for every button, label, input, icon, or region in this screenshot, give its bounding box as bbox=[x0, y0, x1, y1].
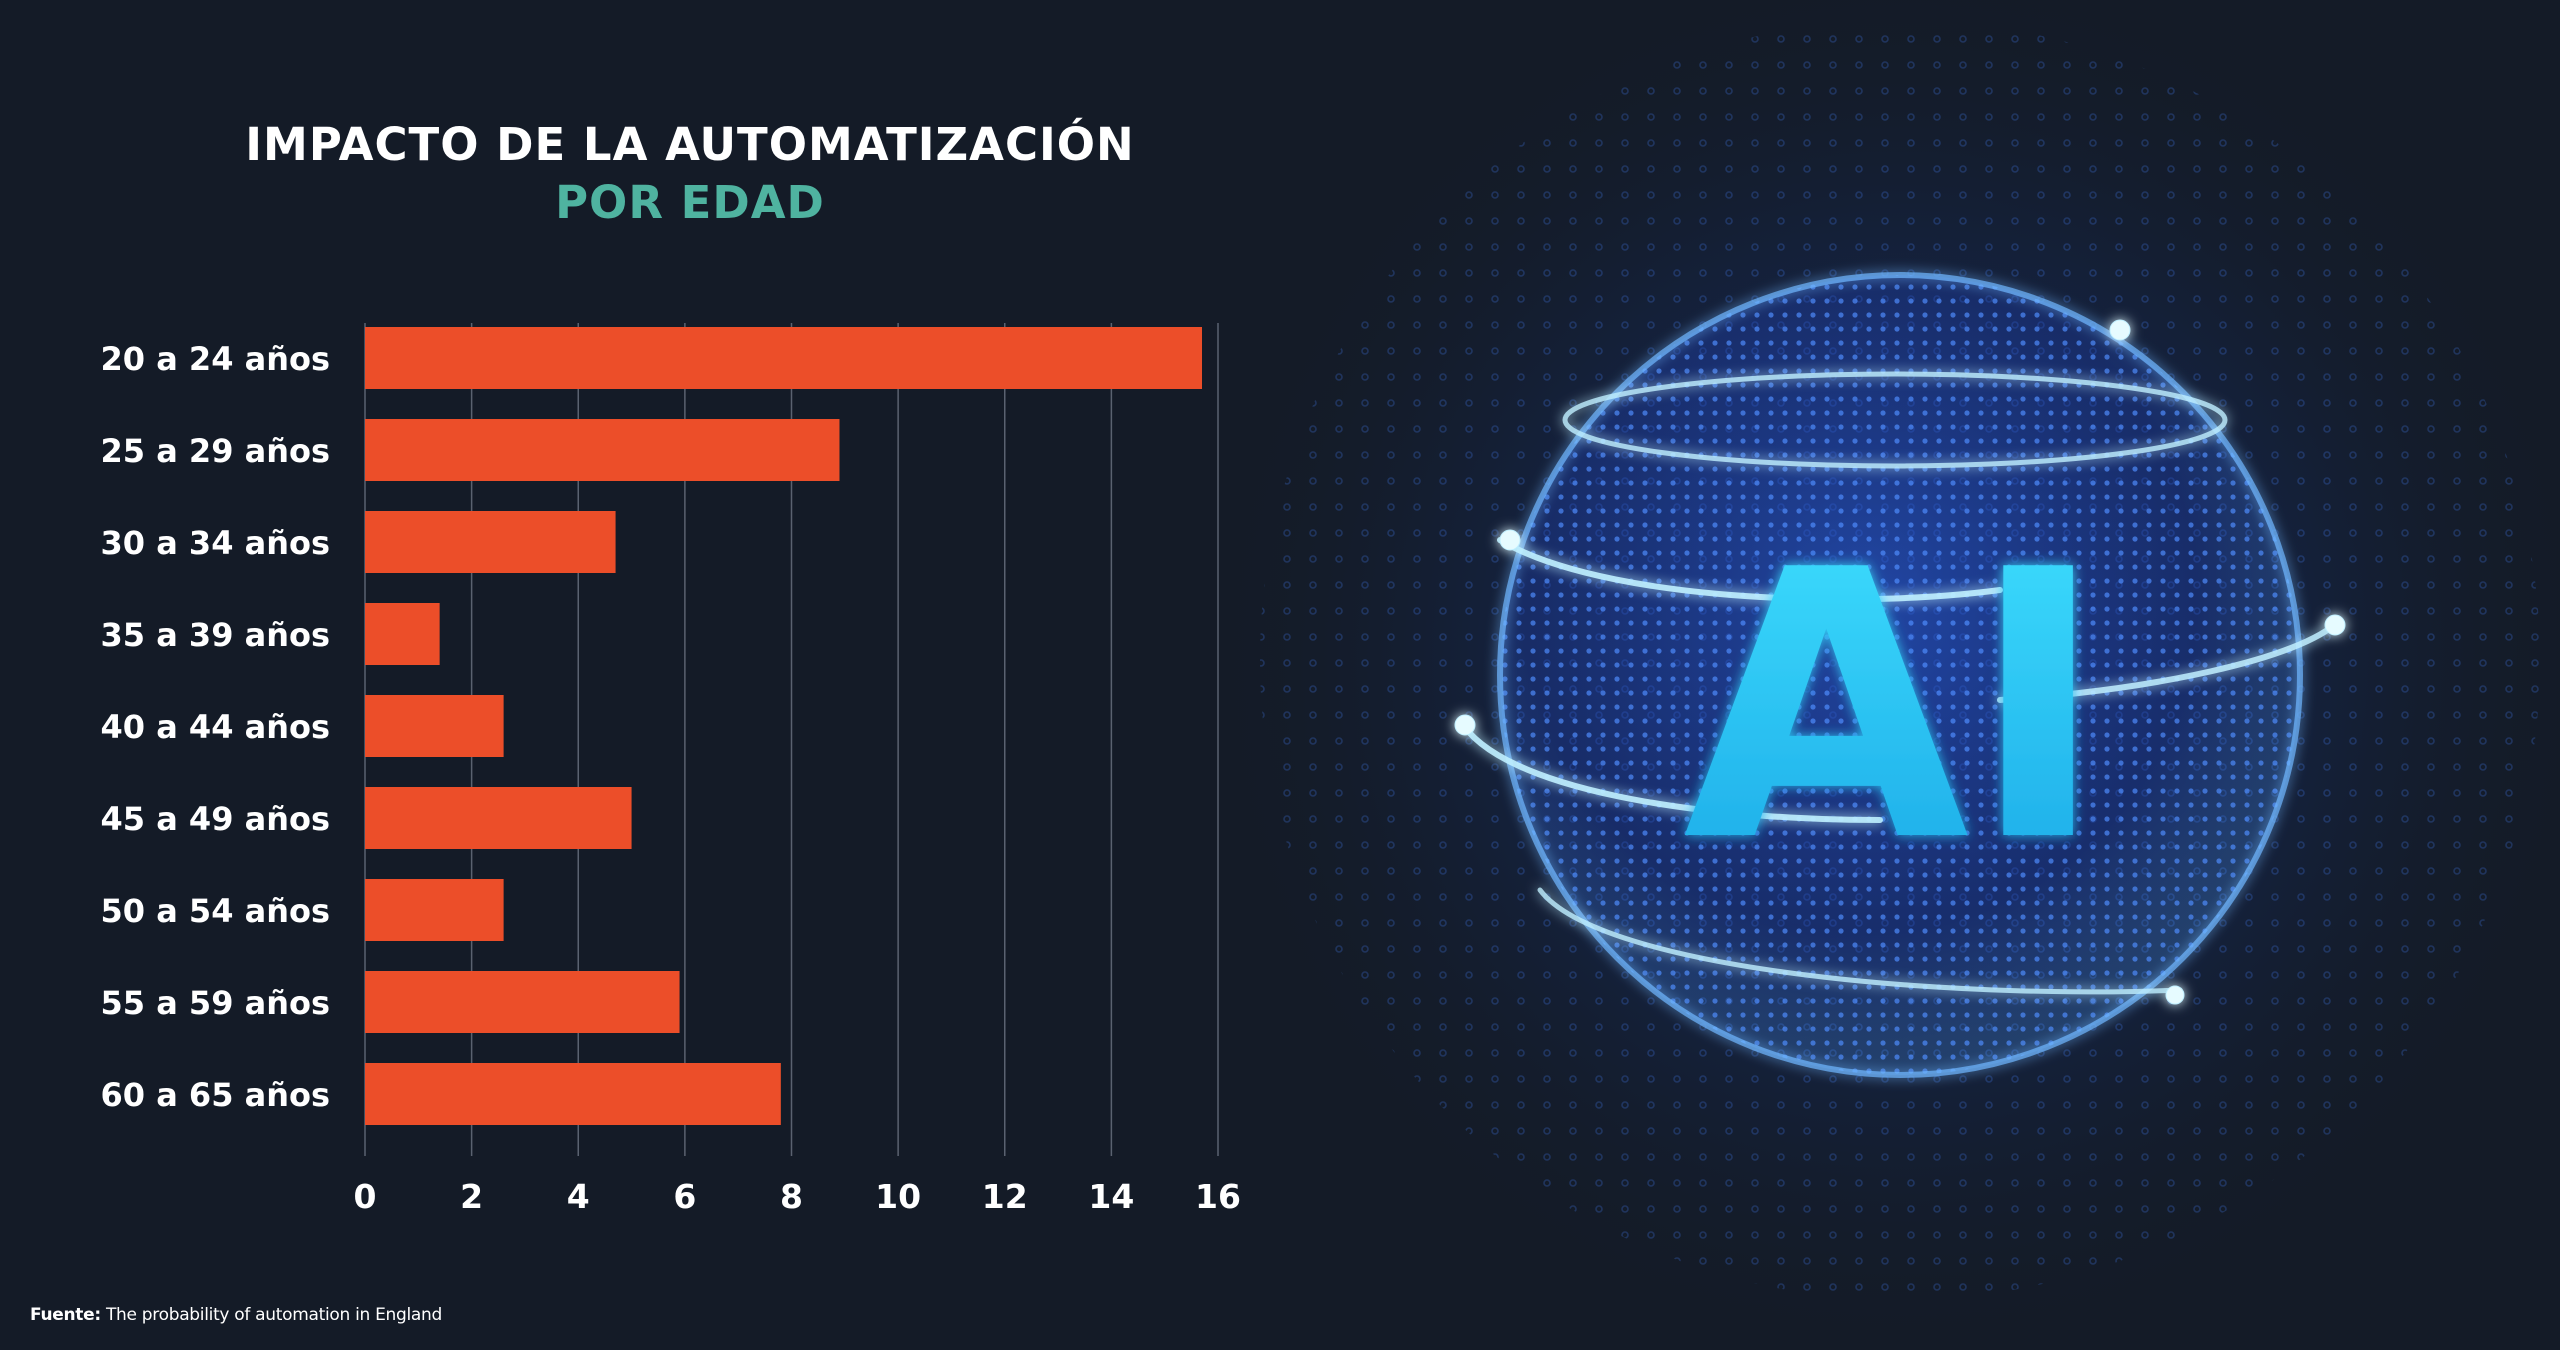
x-tick-label: 14 bbox=[1088, 1177, 1134, 1216]
x-tick-label: 4 bbox=[567, 1177, 590, 1216]
bar bbox=[365, 879, 504, 941]
category-label: 45 a 49 años bbox=[101, 800, 330, 838]
category-label: 40 a 44 años bbox=[101, 708, 330, 746]
source-label: Fuente: bbox=[30, 1305, 101, 1325]
source-text: The probability of automation in England bbox=[105, 1305, 443, 1325]
x-tick-label: 12 bbox=[982, 1177, 1028, 1216]
bar bbox=[365, 971, 680, 1033]
category-label: 55 a 59 años bbox=[101, 984, 330, 1022]
category-labels: 20 a 24 años 25 a 29 años 30 a 34 años 35 a… bbox=[101, 340, 330, 1114]
bar bbox=[365, 695, 504, 757]
bar bbox=[365, 419, 840, 481]
chart-title: IMPACTO DE LA AUTOMATIZACIÓN bbox=[245, 118, 1135, 171]
x-tick-label: 16 bbox=[1195, 1177, 1241, 1216]
category-label: 30 a 34 años bbox=[101, 524, 330, 562]
category-label: 60 a 65 años bbox=[101, 1076, 330, 1114]
x-axis-ticks: 0 2 4 6 8 10 12 14 16 bbox=[354, 1177, 1241, 1216]
category-label: 25 a 29 años bbox=[101, 432, 330, 470]
category-label: 20 a 24 años bbox=[101, 340, 330, 378]
ai-orbit-rings bbox=[1454, 319, 2346, 1005]
x-tick-label: 2 bbox=[460, 1177, 483, 1216]
bar-chart: 20 a 24 años 25 a 29 años 30 a 34 años 35 a… bbox=[101, 323, 1241, 1216]
bars bbox=[365, 327, 1203, 1125]
source-note: Fuente: The probability of automation in… bbox=[30, 1305, 442, 1325]
category-label: 35 a 39 años bbox=[101, 616, 330, 654]
chart-subtitle: POR EDAD bbox=[555, 176, 825, 229]
bar bbox=[365, 603, 440, 665]
ai-letters: AI bbox=[1683, 493, 2107, 923]
category-label: 50 a 54 años bbox=[101, 892, 330, 930]
x-tick-label: 0 bbox=[354, 1177, 377, 1216]
x-tick-label: 6 bbox=[673, 1177, 696, 1216]
bar bbox=[365, 327, 1203, 389]
x-tick-label: 8 bbox=[780, 1177, 803, 1216]
x-tick-label: 10 bbox=[875, 1177, 921, 1216]
ai-sphere-dots bbox=[1500, 275, 2300, 1075]
bar bbox=[365, 1063, 781, 1125]
bar bbox=[365, 511, 616, 573]
ai-sphere-rim bbox=[1497, 272, 2303, 1078]
bar bbox=[365, 787, 632, 849]
